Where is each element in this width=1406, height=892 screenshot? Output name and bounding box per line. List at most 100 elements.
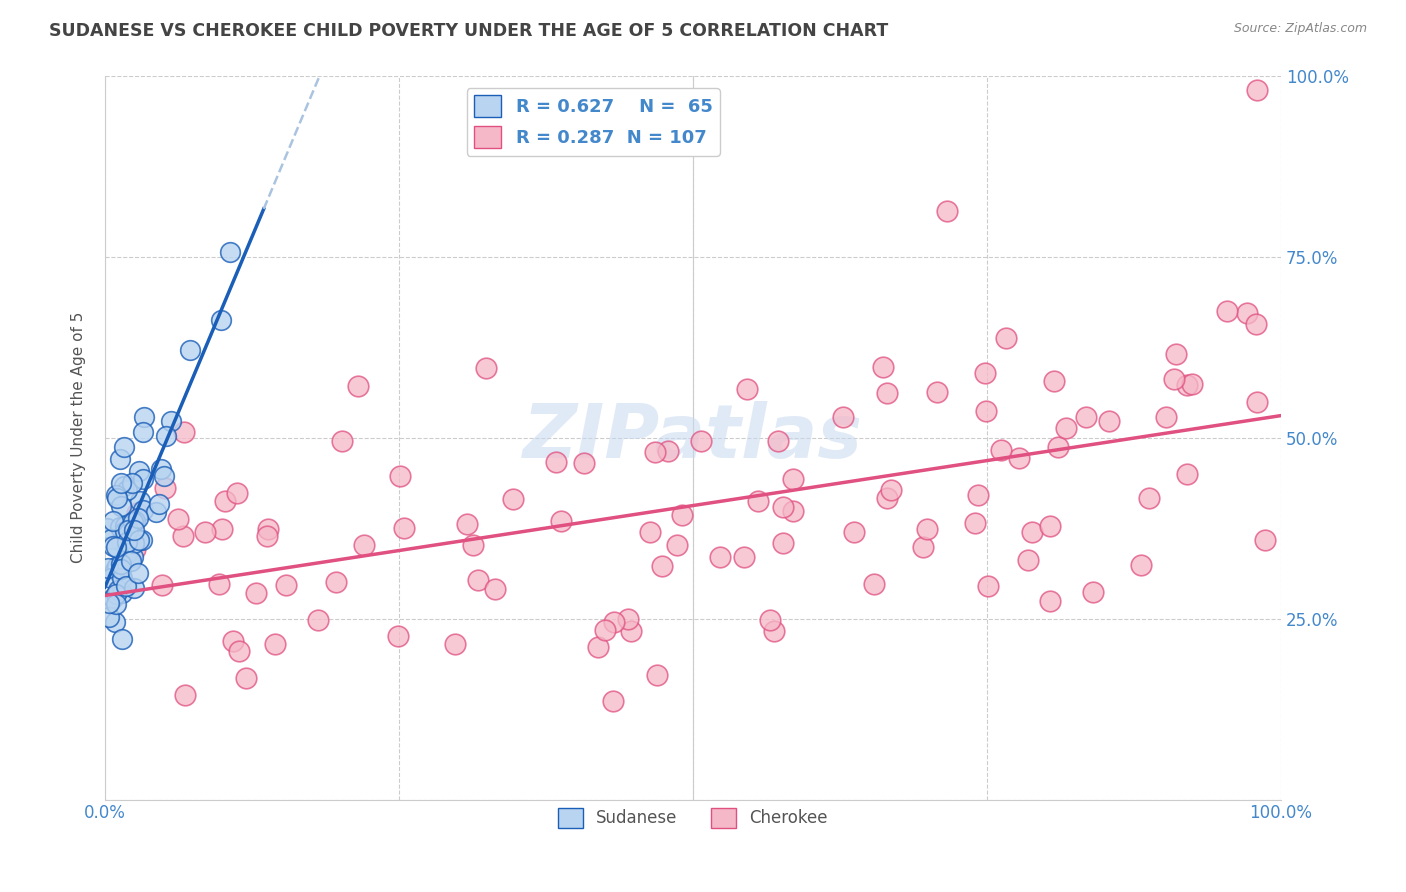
Point [226,486,249,500]
Point [461,538,484,552]
Point [1046,440,1069,454]
Point [114,519,136,533]
Point [256,528,278,542]
Point [832,410,855,425]
Point [876,386,898,401]
Point [107,583,129,598]
Point [148,497,170,511]
Point [911,540,934,554]
Point [110,561,132,575]
Point [638,525,661,540]
Point [100,571,122,585]
Point [1137,491,1160,505]
Point [117,546,139,560]
Point [153,469,176,483]
Point [651,559,673,574]
Point [114,524,136,538]
Point [122,524,145,538]
Point [257,522,280,536]
Point [110,533,132,548]
Point [166,512,188,526]
Point [111,585,134,599]
Point [353,538,375,552]
Point [117,483,139,498]
Point [1008,451,1031,466]
Point [1054,421,1077,435]
Point [915,522,938,536]
Point [1175,378,1198,392]
Point [111,632,134,647]
Point [105,488,128,502]
Point [709,549,731,564]
Point [131,472,153,486]
Point [103,514,125,528]
Point [121,549,143,564]
Point [124,515,146,529]
Point [392,521,415,535]
Point [211,522,233,536]
Point [737,383,759,397]
Point [105,558,128,573]
Point [1081,585,1104,599]
Point [108,452,131,467]
Point [105,491,128,505]
Point [1039,594,1062,608]
Point [880,483,903,497]
Point [124,536,146,550]
Point [221,634,243,648]
Point [214,493,236,508]
Point [977,579,1000,593]
Point [1216,304,1239,318]
Point [1175,467,1198,481]
Point [121,476,143,491]
Point [117,551,139,566]
Point [1164,347,1187,361]
Point [173,688,195,702]
Point [347,379,370,393]
Point [208,577,231,591]
Text: Source: ZipAtlas.com: Source: ZipAtlas.com [1233,22,1367,36]
Point [444,637,467,651]
Point [967,488,990,502]
Point [647,667,669,681]
Point [108,520,131,534]
Point [179,343,201,357]
Point [644,445,666,459]
Point [245,586,267,600]
Point [1098,414,1121,428]
Point [995,331,1018,345]
Point [602,693,624,707]
Point [666,538,689,552]
Point [772,536,794,550]
Point [586,640,609,655]
Point [1180,376,1202,391]
Point [1130,558,1153,573]
Point [112,440,135,454]
Point [101,539,124,553]
Point [97,596,120,610]
Point [127,566,149,580]
Point [96,521,118,535]
Point [105,586,128,600]
Point [502,491,524,506]
Point [1246,83,1268,97]
Point [475,360,498,375]
Point [782,472,804,486]
Point [132,425,155,439]
Point [112,479,135,493]
Point [110,500,132,514]
Point [307,613,329,627]
Point [1017,553,1039,567]
Point [264,637,287,651]
Point [1254,533,1277,548]
Point [235,671,257,685]
Point [603,615,626,629]
Point [620,624,643,638]
Point [110,557,132,571]
Point [97,561,120,575]
Point [194,525,217,540]
Point [762,624,785,638]
Point [120,553,142,567]
Point [110,476,132,491]
Point [936,204,959,219]
